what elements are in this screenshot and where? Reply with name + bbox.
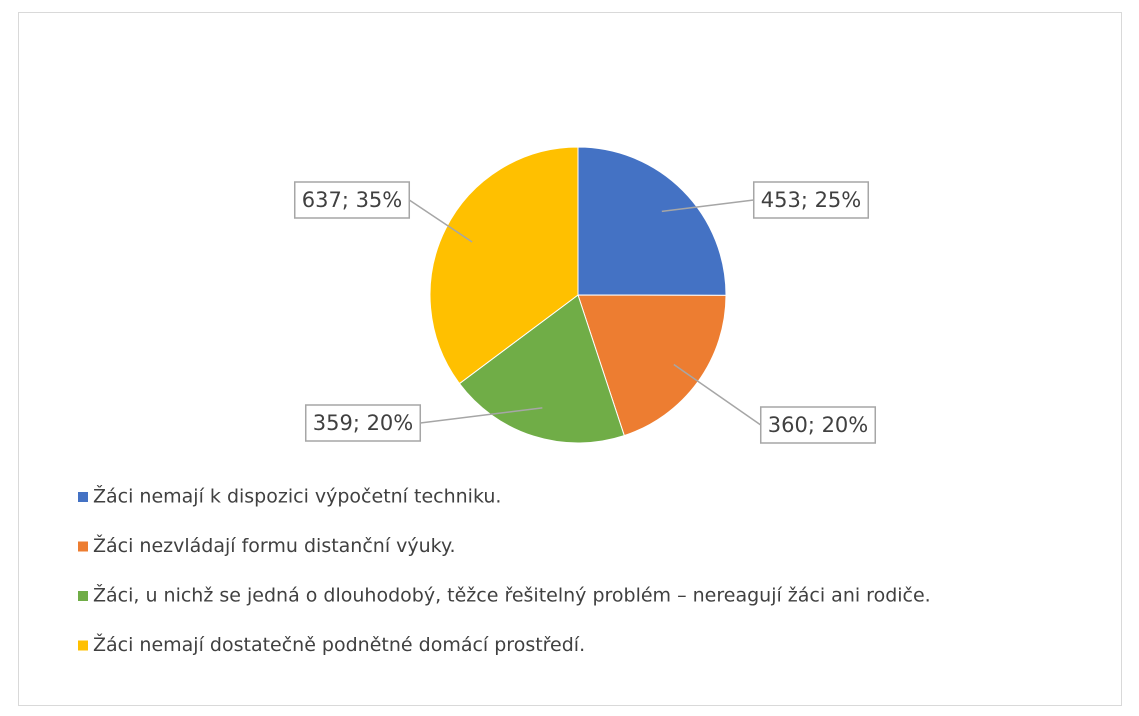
- pie-slice: [577, 146, 727, 296]
- data-label: 360; 20%: [768, 413, 869, 437]
- legend-swatch: [78, 541, 88, 552]
- data-label: 637; 35%: [302, 188, 403, 212]
- legend-label: Žáci nemají k dispozici výpočetní techni…: [93, 485, 501, 508]
- data-label-box: [304, 404, 422, 442]
- legend-label: Žáci nezvládají formu distanční výuky.: [93, 534, 456, 557]
- pie-slice: [429, 146, 579, 385]
- legend-label: Žáci, u nichž se jedná o dlouhodobý, těž…: [93, 584, 931, 607]
- pie-slice: [458, 294, 625, 444]
- data-label: 359; 20%: [313, 411, 414, 435]
- legend-swatch: [78, 492, 88, 502]
- leader-line: [661, 199, 754, 213]
- leader-line: [673, 363, 762, 426]
- legend-swatch: [78, 640, 88, 651]
- data-label-box: [293, 181, 411, 219]
- data-label-box: [752, 181, 870, 219]
- legend-label: Žáci nemají dostatečně podnětné domácí p…: [93, 633, 585, 656]
- data-label: 453; 25%: [761, 188, 862, 212]
- legend-swatch: [78, 591, 88, 601]
- leader-line: [408, 199, 473, 243]
- leader-line: [420, 407, 543, 424]
